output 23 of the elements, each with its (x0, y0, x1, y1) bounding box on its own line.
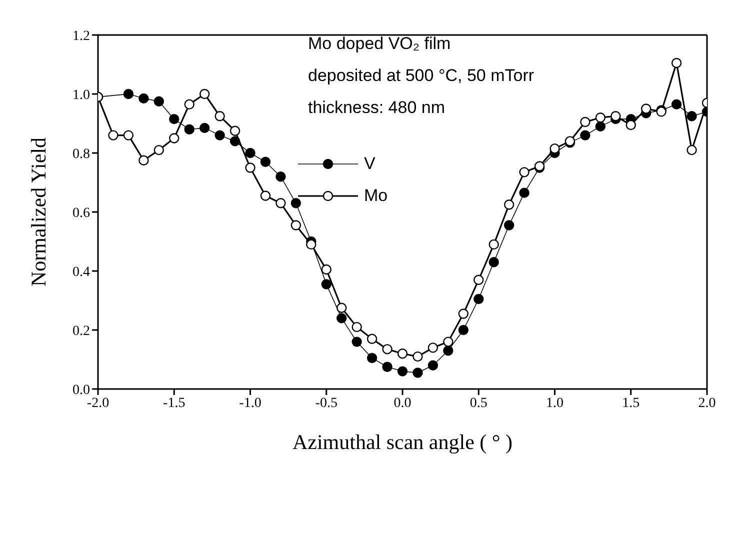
x-tick-label: -1.0 (239, 396, 262, 411)
y-tick-label: 1.0 (72, 88, 90, 103)
x-tick-label: -2.0 (86, 396, 110, 411)
y-axis-title: Normalized Yield (26, 136, 50, 287)
y-tick-label: 0.0 (72, 382, 90, 398)
x-tick-label: -1.5 (163, 396, 186, 411)
legend-label: Mo (364, 186, 388, 206)
y-tick-label: 0.2 (72, 324, 90, 339)
x-tick-label: -0.5 (315, 396, 338, 411)
x-tick-label: 1.5 (622, 396, 640, 411)
y-tick-label: 1.2 (72, 28, 90, 44)
y-tick-label: 0.4 (72, 264, 90, 280)
y-tick-label: 0.8 (72, 146, 90, 162)
x-tick-label: 1.0 (546, 396, 564, 411)
annotation: deposited at 500 °C, 50 mTorr (308, 65, 534, 87)
x-tick-label: 0.0 (394, 396, 412, 411)
annotation: thickness: 480 nm (308, 97, 446, 119)
annotation: Mo doped VO₂ film (308, 33, 452, 55)
x-axis-title: Azimuthal scan angle ( ° ) (292, 430, 513, 454)
x-tick-label: 0.5 (470, 396, 488, 411)
x-tick-label: 2.0 (698, 396, 716, 411)
y-tick-label: 0.6 (72, 206, 90, 221)
legend-label: V (364, 154, 376, 174)
